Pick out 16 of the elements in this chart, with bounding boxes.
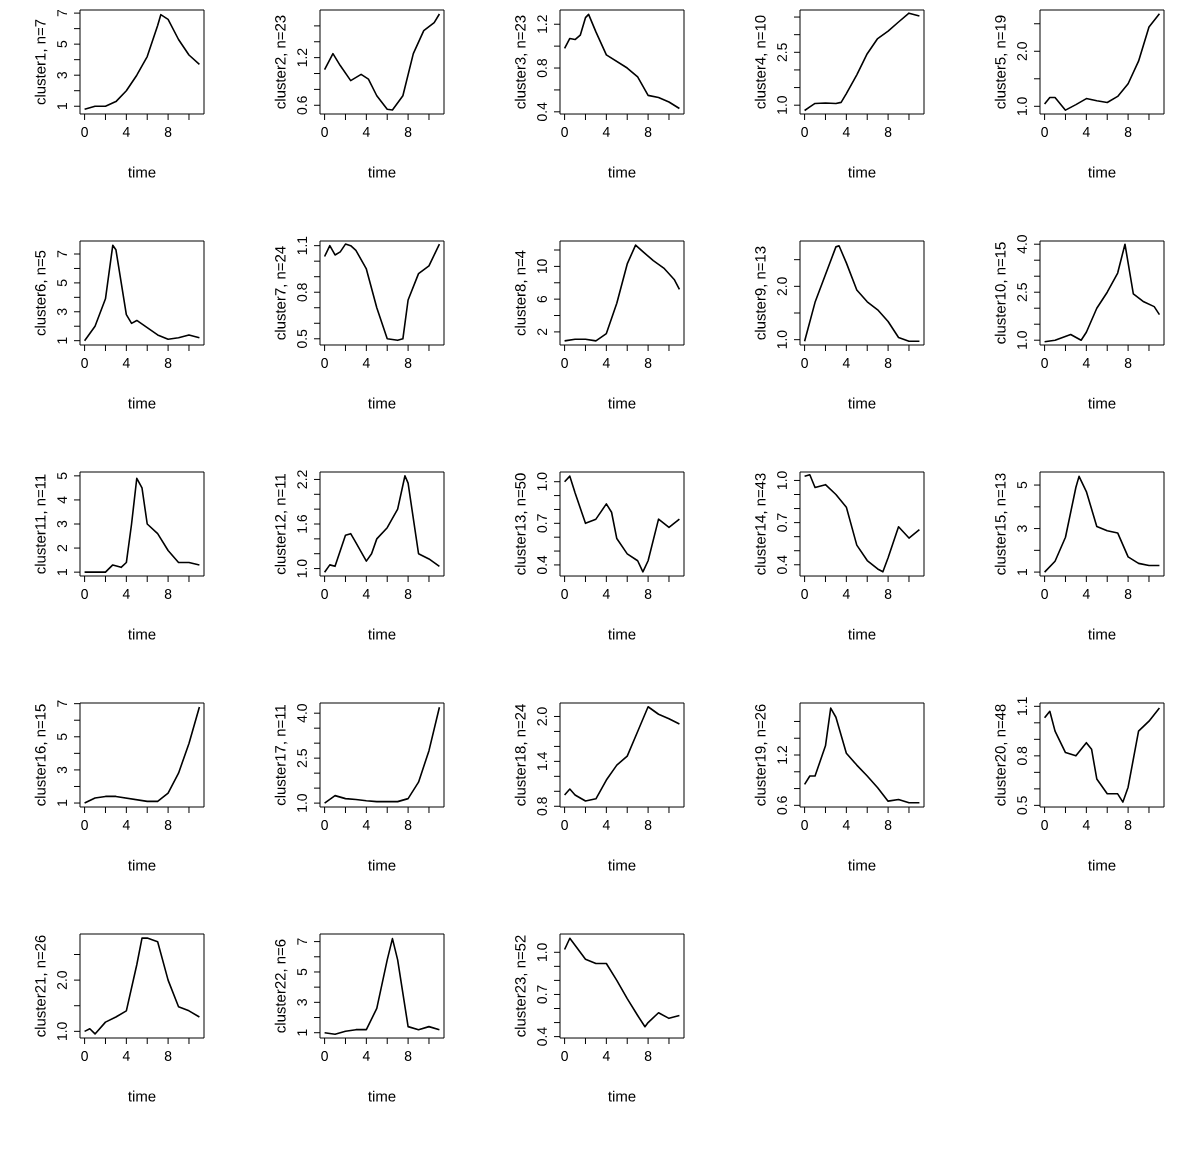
line-series [83, 244, 201, 342]
line-series [563, 705, 681, 802]
line-series [323, 243, 441, 342]
line-series [1043, 707, 1161, 803]
line-series [323, 13, 441, 111]
line-series [83, 13, 201, 111]
line-series [1043, 243, 1161, 343]
line-series [803, 474, 921, 573]
line-series [563, 244, 681, 342]
line-series [803, 12, 921, 112]
line-series [323, 937, 441, 1036]
line-series [803, 707, 921, 804]
line-series [1043, 13, 1161, 111]
line-series [83, 937, 201, 1035]
line-series [323, 474, 441, 574]
line-series [1043, 475, 1161, 573]
